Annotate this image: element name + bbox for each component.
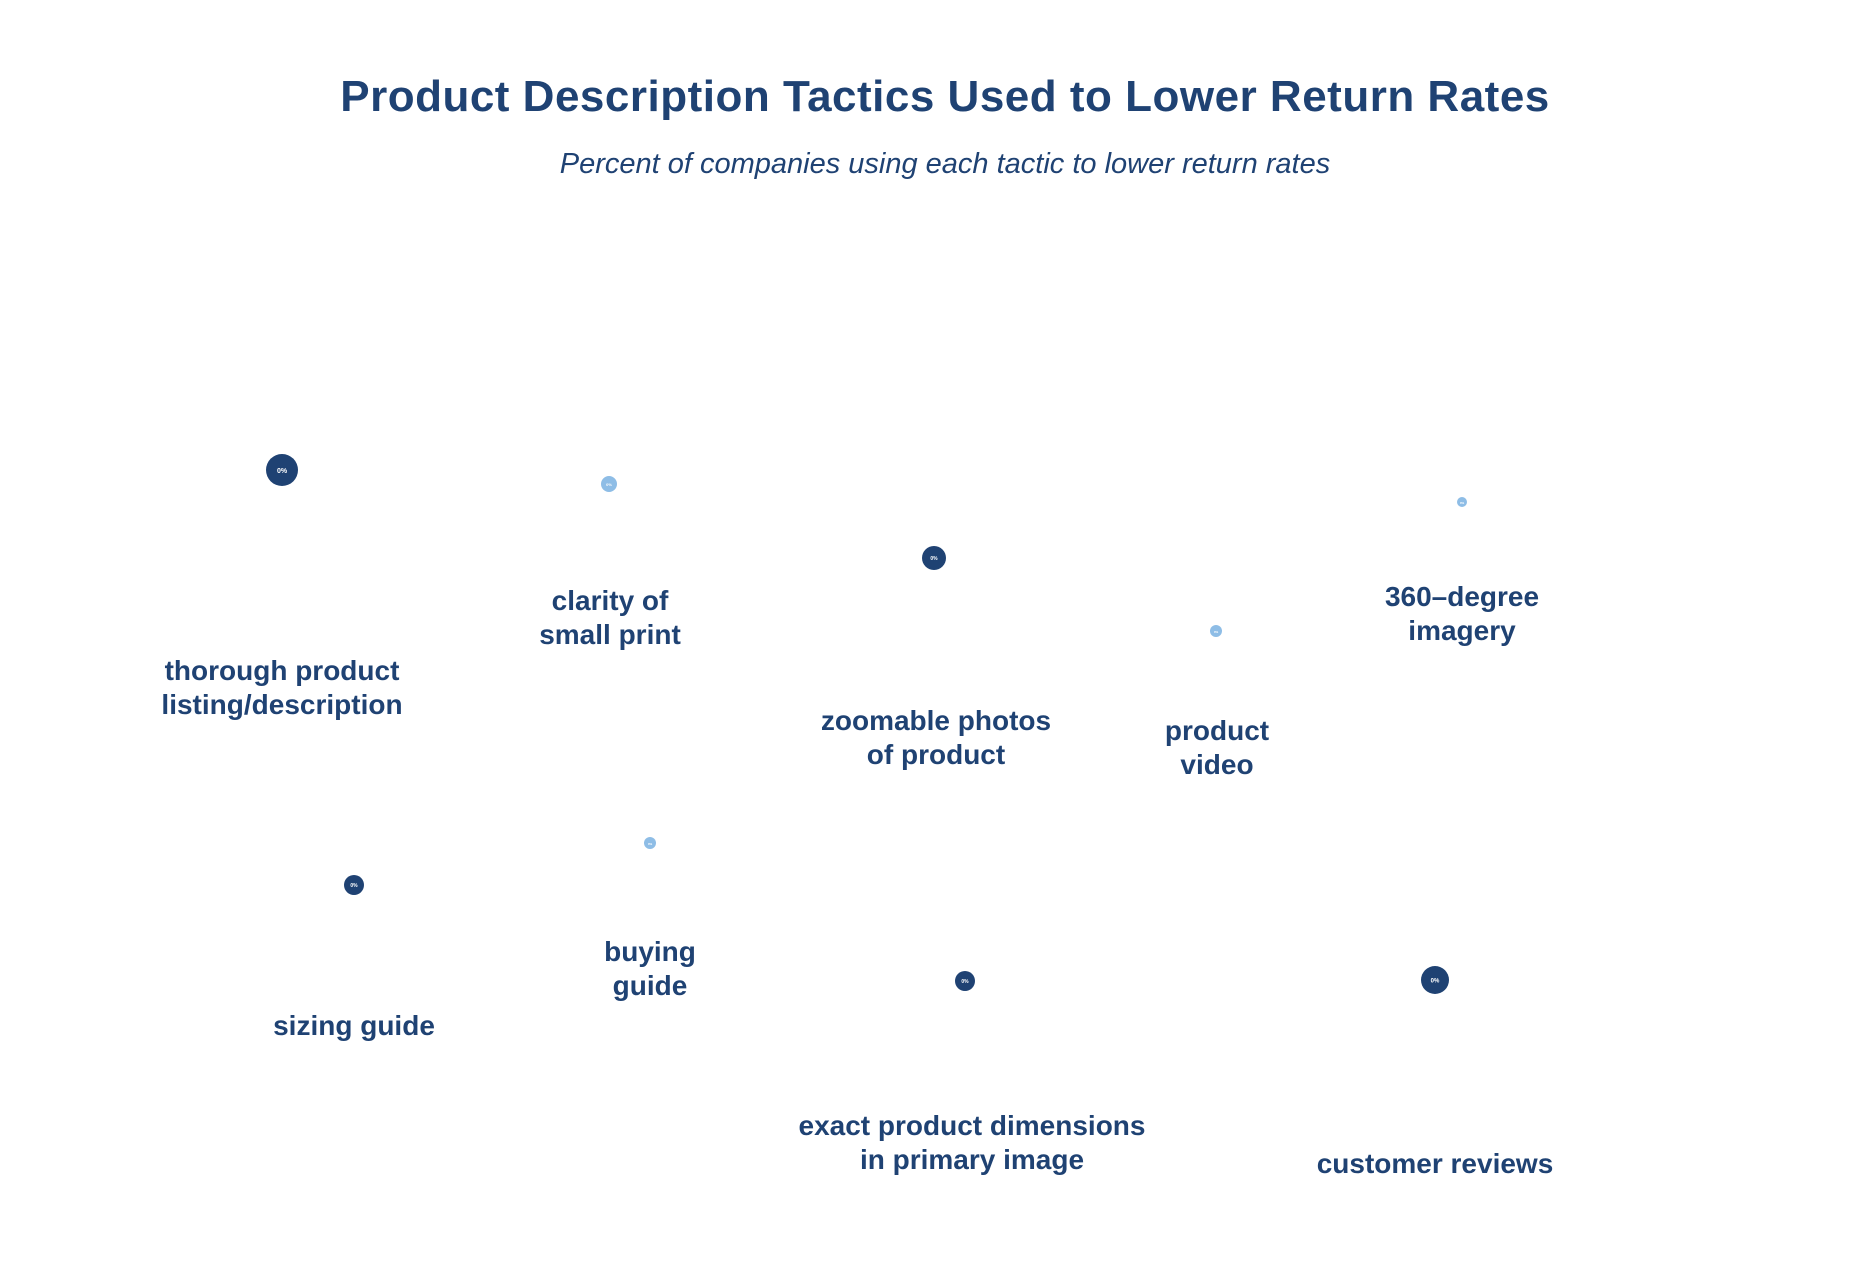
bubble-360-degree-imagery <box>1457 497 1467 507</box>
tactic-label-product-video: product video <box>1165 715 1269 780</box>
bubble-group-zoomable-photos-of-product: 0% zoomable photos of product <box>821 546 1051 770</box>
bubble-group-thorough-product-listing-description: 0% thorough product listing/description <box>161 454 403 720</box>
bubble-value-customer-reviews: 0% <box>1431 979 1440 985</box>
bubble-value-buying-guide: 0% <box>648 842 653 846</box>
bubble-sizing-guide <box>344 875 364 895</box>
bubble-group-clarity-of-small-print: 0% clarity of small print <box>539 476 681 650</box>
bubble-value-exact-product-dimensions-in-primary-image: 0% <box>961 979 969 985</box>
bubble-group-customer-reviews: 0% customer reviews <box>1317 966 1554 1179</box>
bubble-clarity-of-small-print <box>601 476 617 492</box>
bubble-thorough-product-listing-description <box>266 454 298 486</box>
tactic-label-clarity-of-small-print: clarity of small print <box>539 585 681 650</box>
bubble-value-360-degree-imagery: 0% <box>1460 501 1465 505</box>
bubble-group-buying-guide: 0% buying guide <box>604 837 696 1001</box>
bubble-value-thorough-product-listing-description: 0% <box>277 468 288 475</box>
tactic-label-thorough-product-listing-description: thorough product listing/description <box>161 655 402 720</box>
bubble-group-exact-product-dimensions-in-primary-image: 0% exact product dimensions in primary ima… <box>799 971 1146 1175</box>
bubble-value-zoomable-photos-of-product: 0% <box>930 556 938 562</box>
tactic-label-customer-reviews: customer reviews <box>1317 1148 1554 1179</box>
tactic-label-exact-product-dimensions-in-primary-image: exact product dimensions in primary image <box>799 1110 1146 1175</box>
bubble-buying-guide <box>644 837 656 849</box>
bubble-group-360-degree-imagery: 0% 360–degree imagery <box>1385 497 1539 646</box>
bubble-customer-reviews <box>1421 966 1449 994</box>
bubble-zoomable-photos-of-product <box>922 546 946 570</box>
bubble-group-product-video: 0% product video <box>1165 625 1269 780</box>
bubble-value-product-video: 0% <box>1214 630 1219 634</box>
chart-title: Product Description Tactics Used to Lowe… <box>340 72 1550 121</box>
bubble-value-clarity-of-small-print: 0% <box>606 482 612 487</box>
tactic-label-zoomable-photos-of-product: zoomable photos of product <box>821 705 1051 770</box>
bubble-value-sizing-guide: 0% <box>350 883 358 889</box>
bubble-product-video <box>1210 625 1222 637</box>
bubble-group-sizing-guide: 0% sizing guide <box>273 875 435 1041</box>
bubble-exact-product-dimensions-in-primary-image <box>955 971 975 991</box>
chart-subtitle: Percent of companies using each tactic t… <box>559 148 1331 180</box>
tactic-label-buying-guide: buying guide <box>604 936 696 1001</box>
tactic-label-sizing-guide: sizing guide <box>273 1010 435 1041</box>
tactic-label-360-degree-imagery: 360–degree imagery <box>1385 581 1539 646</box>
